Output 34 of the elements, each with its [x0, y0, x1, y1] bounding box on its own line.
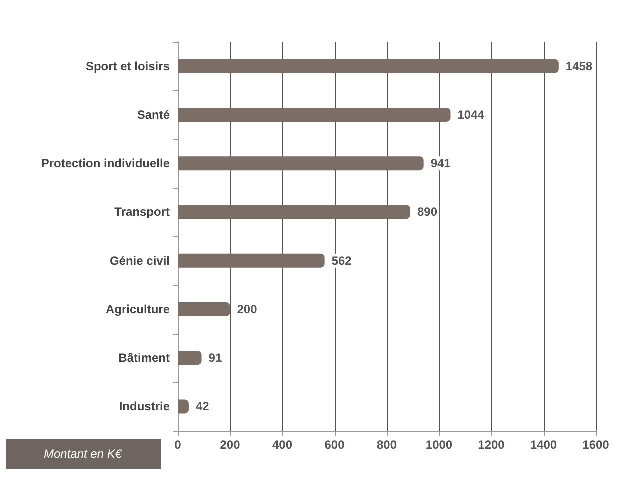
x-tick-label: 600: [324, 438, 346, 452]
data-label: 91: [208, 351, 222, 366]
y-tick-label: Transport: [114, 205, 170, 220]
y-tick-label: Santé: [137, 108, 170, 122]
data-label: 42: [196, 400, 210, 414]
y-tick-label: Agriculture: [106, 302, 170, 316]
x-tick-label: 400: [272, 438, 293, 452]
data-label: 200: [237, 302, 258, 316]
y-tick-label: Bâtiment: [118, 351, 170, 366]
y-tick-label: Industrie: [119, 400, 170, 414]
data-label: 1458: [566, 59, 593, 74]
y-tick-label: Génie civil: [110, 254, 170, 268]
bar: [178, 400, 189, 414]
bar: [178, 59, 559, 74]
y-tick-label: Protection individuelle: [41, 156, 170, 171]
bar: [178, 254, 325, 268]
bar: [178, 156, 424, 171]
bar: [178, 108, 451, 122]
y-tick-label: Sport et loisirs: [86, 59, 170, 74]
data-label: 941: [430, 156, 452, 171]
x-tick-label: 200: [220, 438, 241, 452]
x-tick-label: 1200: [478, 438, 506, 452]
bar: [178, 351, 202, 366]
x-tick-label: 0: [174, 438, 182, 452]
data-label: 890: [418, 205, 438, 220]
x-tick-label: 800: [376, 438, 398, 452]
data-label: 562: [332, 254, 352, 268]
bar: [178, 302, 230, 316]
data-label: 1044: [458, 108, 485, 122]
x-tick-label: 1000: [426, 438, 453, 452]
text: Montant en K€: [44, 447, 124, 461]
x-tick-label: 1400: [530, 438, 558, 452]
bar: [178, 205, 411, 220]
x-tick-label: 1600: [582, 438, 610, 452]
